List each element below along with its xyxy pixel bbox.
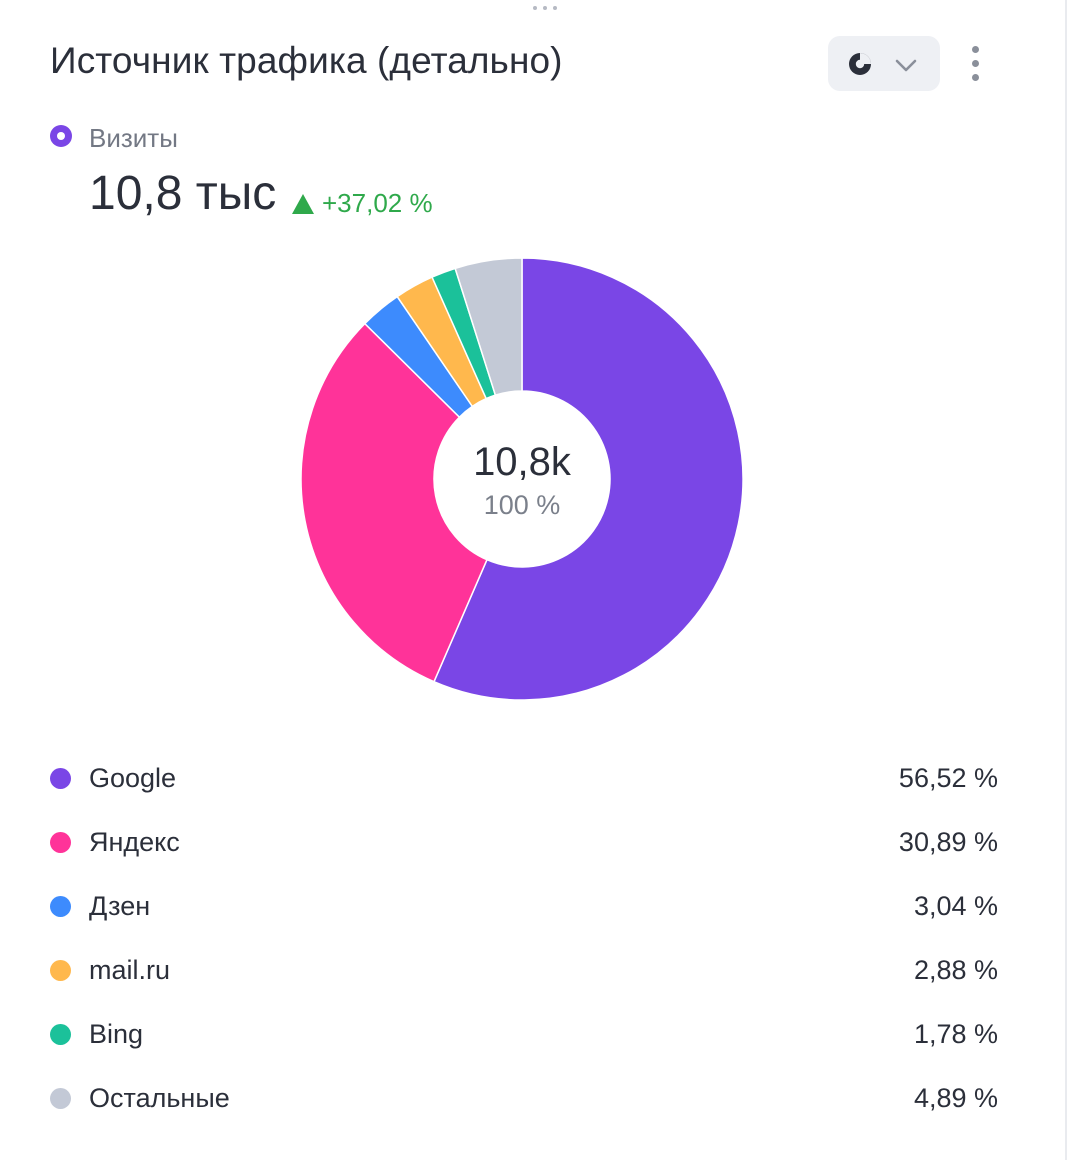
legend-value: 2,88 % (913, 955, 998, 985)
chart-legend: Google 56,52 % Яндекс 30,89 % Дзен 3,04 % mail… (50, 746, 998, 1130)
legend-label: Google (89, 763, 177, 793)
metric-delta-value: +37,02 % (322, 188, 433, 218)
chevron-down-icon (895, 59, 917, 72)
metric-selector-radio[interactable] (50, 125, 72, 147)
trend-up-icon (292, 193, 314, 214)
drag-dot (533, 6, 537, 10)
legend-color-dot (50, 1088, 71, 1109)
legend-value: 30,89 % (898, 827, 998, 857)
legend-color-dot (50, 960, 71, 981)
menu-dot (972, 60, 979, 67)
donut-chart (300, 257, 744, 701)
donut-center-total: 10,8k (473, 440, 571, 484)
legend-item[interactable]: Google 56,52 % (50, 746, 998, 810)
legend-label: Bing (89, 1019, 144, 1049)
menu-dot (972, 46, 979, 53)
drag-dot (553, 6, 557, 10)
metric-value: 10,8 тыс (89, 167, 277, 220)
pie-chart-icon (849, 53, 871, 75)
vertical-dots-icon[interactable] (960, 42, 992, 86)
legend-value: 4,89 % (913, 1083, 998, 1113)
donut-hole (434, 391, 610, 567)
legend-item[interactable]: Остальные 4,89 % (50, 1066, 998, 1130)
legend-value: 56,52 % (898, 763, 998, 793)
legend-color-dot (50, 768, 71, 789)
drag-dot (543, 6, 547, 10)
legend-color-dot (50, 832, 71, 853)
chart-type-switch-button[interactable] (828, 36, 940, 91)
widget-title: Источник трафика (детально) (50, 40, 563, 81)
donut-center-percent: 100 % (483, 490, 561, 520)
metric-label: Визиты (89, 123, 178, 153)
legend-label: Яндекс (89, 827, 180, 857)
legend-value: 1,78 % (913, 1019, 998, 1049)
legend-item[interactable]: Bing 1,78 % (50, 1002, 998, 1066)
legend-color-dot (50, 1024, 71, 1045)
legend-item[interactable]: Яндекс 30,89 % (50, 810, 998, 874)
legend-color-dot (50, 896, 71, 917)
metric-delta: +37,02 % (292, 188, 433, 219)
legend-item[interactable]: mail.ru 2,88 % (50, 938, 998, 1002)
menu-dot (972, 74, 979, 81)
legend-value: 3,04 % (913, 891, 998, 921)
drag-handle[interactable] (533, 4, 557, 12)
legend-label: Остальные (89, 1083, 230, 1113)
legend-label: Дзен (89, 891, 151, 921)
legend-label: mail.ru (89, 955, 171, 985)
legend-item[interactable]: Дзен 3,04 % (50, 874, 998, 938)
